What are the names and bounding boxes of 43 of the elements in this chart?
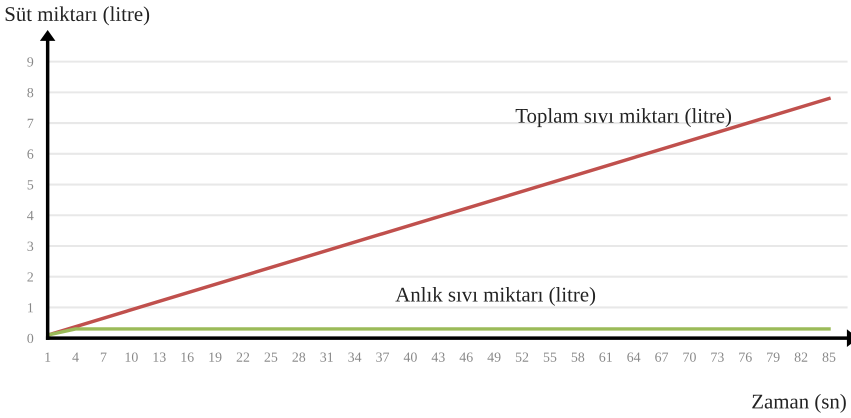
x-tick-label: 85 [822, 352, 836, 362]
y-tick-label: 1 [28, 303, 33, 312]
x-tick-label: 70 [683, 352, 696, 362]
x-tick-label: 10 [126, 352, 138, 362]
x-tick-label: 4 [72, 352, 79, 362]
series-label: Toplam sıvı miktarı (litre) [516, 108, 732, 128]
x-tick-label: 40 [404, 352, 417, 362]
x-tick-label: 7 [100, 352, 107, 362]
x-tick-label: 67 [655, 352, 668, 362]
series-label: Anlık sıvı miktarı (litre) [395, 286, 596, 306]
x-tick-label: 82 [794, 352, 808, 362]
x-tick-label: 79 [767, 352, 780, 362]
y-tick-label: 7 [28, 118, 34, 128]
x-tick-label: 19 [209, 352, 222, 362]
y-tick-label: 3 [27, 242, 34, 251]
y-axis-title: Süt miktarı (litre) [6, 6, 150, 26]
x-tick-label: 13 [154, 352, 166, 362]
x-tick-label: 1 [45, 352, 50, 362]
y-tick-label: 4 [27, 210, 34, 220]
y-tick-label: 9 [27, 57, 34, 67]
x-axis-title: Zaman (sn) [752, 394, 846, 413]
x-tick-label: 61 [599, 352, 612, 362]
x-tick-label: 58 [572, 352, 584, 362]
x-tick-label: 52 [516, 352, 528, 362]
x-tick-label: 37 [376, 352, 390, 362]
x-tick-label: 73 [711, 352, 724, 362]
x-tick-label: 28 [292, 352, 306, 362]
x-tick-label: 76 [739, 352, 752, 362]
x-tick-label: 43 [432, 352, 445, 362]
x-tick-label: 64 [627, 352, 640, 362]
x-tick-label: 49 [487, 352, 501, 362]
x-tick-label: 31 [320, 352, 333, 362]
y-tick-label: 0 [27, 334, 34, 344]
y-tick-label: 5 [28, 180, 34, 190]
x-tick-label: 25 [264, 352, 278, 362]
y-tick-label: 2 [27, 272, 33, 282]
x-tick-label: 46 [460, 352, 473, 362]
y-tick-label: 6 [27, 149, 34, 159]
x-tick-label: 16 [181, 352, 194, 362]
x-tick-label: 55 [544, 352, 556, 362]
x-tick-label: 22 [236, 352, 250, 362]
y-tick-label: 8 [27, 88, 34, 98]
x-tick-label: 34 [348, 352, 362, 362]
